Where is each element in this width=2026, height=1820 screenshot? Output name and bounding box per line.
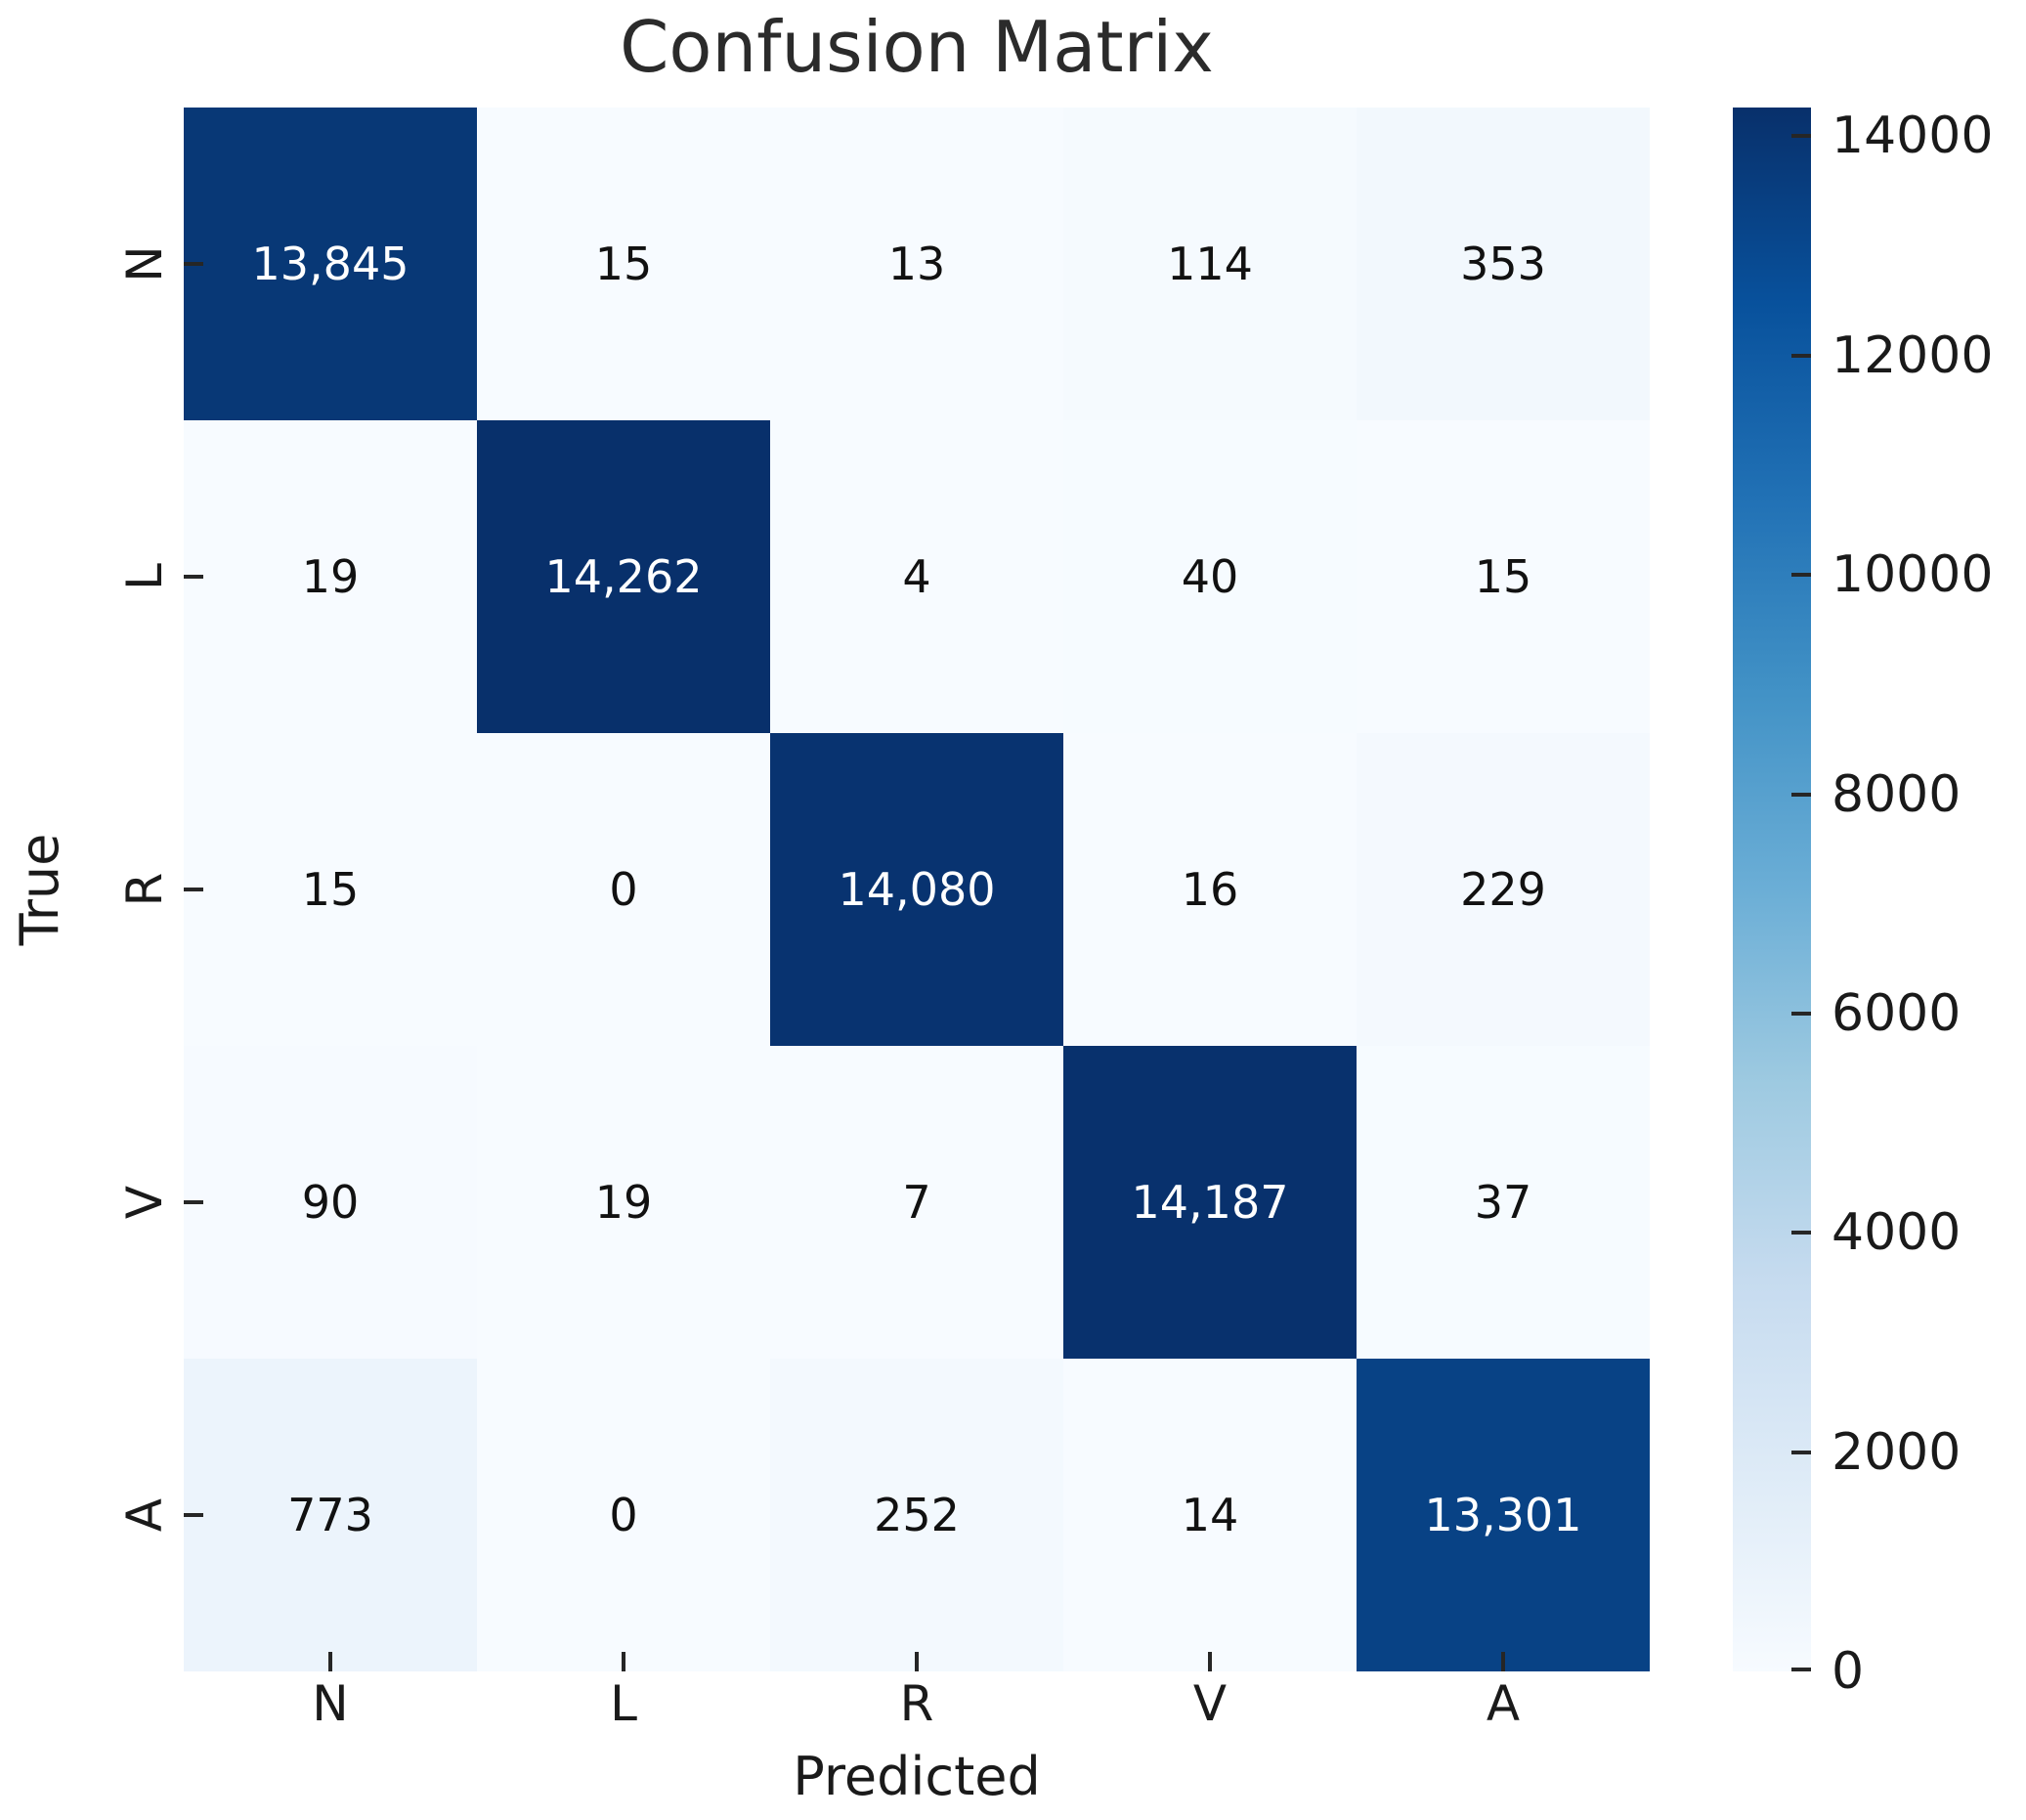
y-tick-label-N: N: [116, 245, 173, 282]
tick-mark: [184, 575, 203, 579]
matrix-cell-R-R: 14,080: [770, 733, 1063, 1046]
tick-mark: [1208, 1652, 1212, 1671]
x-tick-label-R: R: [899, 1675, 934, 1732]
x-tick-label-V: V: [1192, 1675, 1228, 1732]
matrix-cell-N-A: 353: [1357, 108, 1650, 420]
matrix-cell-A-A: 13,301: [1357, 1359, 1650, 1671]
matrix-cell-A-N: 773: [184, 1359, 477, 1671]
colorbar-tick-label-8000: 8000: [1832, 764, 1961, 824]
colorbar-tick-label-6000: 6000: [1832, 983, 1961, 1043]
colorbar-gradient: [1733, 108, 1811, 1671]
y-tick-label-V: V: [116, 1185, 173, 1220]
x-tick-label-A: A: [1486, 1675, 1521, 1732]
matrix-cell-V-R: 7: [770, 1046, 1063, 1359]
colorbar-tick-label-2000: 2000: [1832, 1422, 1961, 1482]
matrix-cell-A-V: 14: [1063, 1359, 1357, 1671]
heatmap-grid: 13,845 15 13 114 353 19 14,262 4 40 15 15 0 14,080 16…: [184, 108, 1650, 1671]
matrix-cell-N-L: 15: [477, 108, 770, 420]
colorbar-tick-label-10000: 10000: [1832, 545, 1994, 605]
y-tick-label-L: L: [116, 563, 173, 590]
tick-mark: [1791, 792, 1811, 797]
matrix-cell-L-L: 14,262: [477, 420, 770, 733]
colorbar-tick-label-14000: 14000: [1832, 107, 1994, 166]
matrix-cell-L-A: 15: [1357, 420, 1650, 733]
tick-mark: [184, 1200, 203, 1204]
colorbar-tick-label-12000: 12000: [1832, 325, 1994, 385]
matrix-cell-N-V: 114: [1063, 108, 1357, 420]
matrix-cell-V-N: 90: [184, 1046, 477, 1359]
matrix-cell-R-L: 0: [477, 733, 770, 1046]
y-axis-label: True: [8, 833, 70, 946]
x-tick-label-N: N: [312, 1675, 349, 1732]
tick-mark: [1791, 134, 1811, 139]
x-tick-label-L: L: [610, 1675, 637, 1732]
matrix-cell-R-V: 16: [1063, 733, 1357, 1046]
matrix-cell-L-R: 4: [770, 420, 1063, 733]
matrix-cell-N-N: 13,845: [184, 108, 477, 420]
tick-mark: [184, 1513, 203, 1517]
tick-mark: [1791, 1668, 1811, 1671]
tick-mark: [1791, 573, 1811, 578]
matrix-cell-V-A: 37: [1357, 1046, 1650, 1359]
matrix-cell-V-L: 19: [477, 1046, 770, 1359]
matrix-cell-R-N: 15: [184, 733, 477, 1046]
chart-title: Confusion Matrix: [620, 6, 1214, 88]
x-axis-label: Predicted: [793, 1746, 1041, 1807]
matrix-cell-R-A: 229: [1357, 733, 1650, 1046]
tick-mark: [1791, 1231, 1811, 1235]
colorbar-tick-label-0: 0: [1832, 1642, 1865, 1701]
tick-mark: [622, 1652, 625, 1671]
matrix-cell-L-N: 19: [184, 420, 477, 733]
matrix-cell-V-V: 14,187: [1063, 1046, 1357, 1359]
matrix-cell-A-R: 252: [770, 1359, 1063, 1671]
tick-mark: [184, 888, 203, 891]
tick-mark: [1791, 1450, 1811, 1454]
tick-mark: [1791, 1011, 1811, 1016]
tick-mark: [328, 1652, 332, 1671]
tick-mark: [915, 1652, 919, 1671]
tick-mark: [1791, 353, 1811, 358]
matrix-cell-N-R: 13: [770, 108, 1063, 420]
matrix-cell-A-L: 0: [477, 1359, 770, 1671]
tick-mark: [1501, 1652, 1505, 1671]
colorbar-tick-label-4000: 4000: [1832, 1203, 1961, 1263]
tick-mark: [184, 262, 203, 266]
y-tick-label-R: R: [116, 872, 173, 907]
matrix-cell-L-V: 40: [1063, 420, 1357, 733]
y-tick-label-A: A: [116, 1497, 173, 1533]
